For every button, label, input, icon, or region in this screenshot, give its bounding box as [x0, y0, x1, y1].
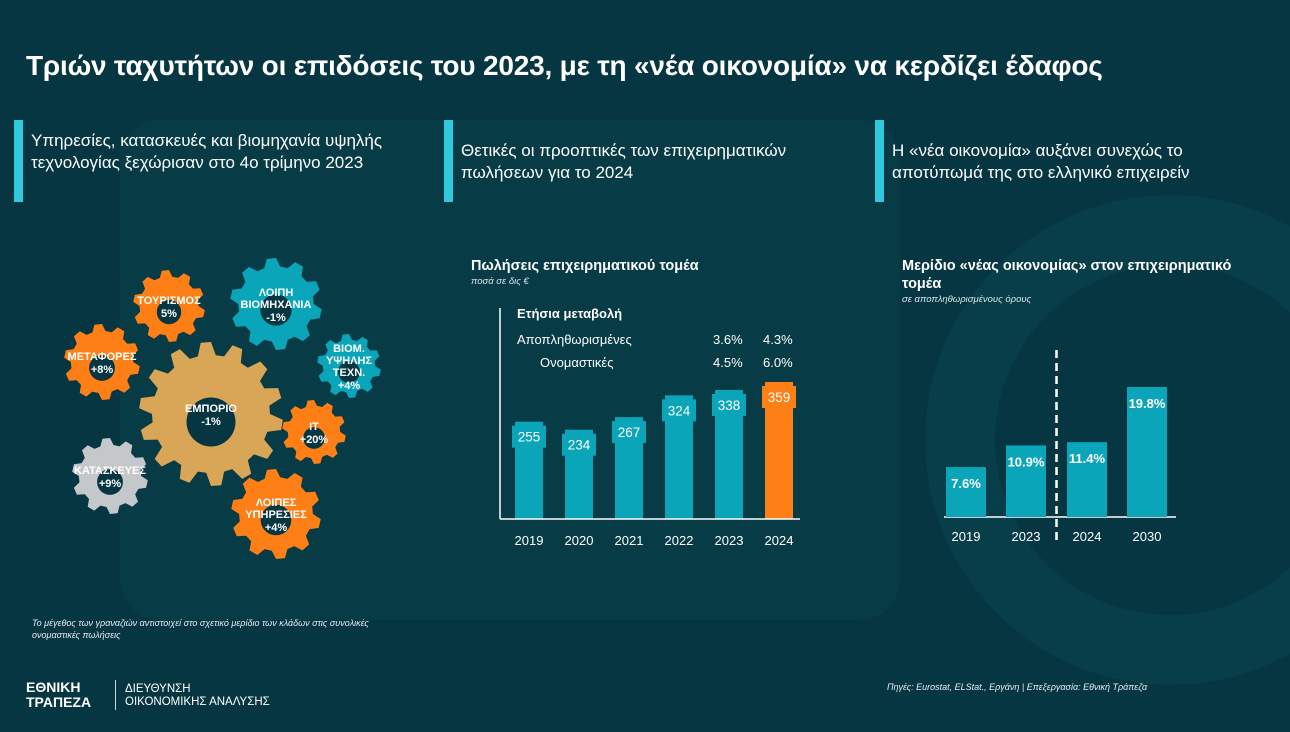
gear-value: +9% — [99, 478, 122, 490]
sales-chart-subtitle: ποσά σε δις € — [471, 276, 529, 287]
logo-divider — [115, 680, 116, 710]
accent-bar — [875, 120, 884, 202]
gear-hub — [186, 397, 236, 447]
gear-label: ΤΕΧΝ. — [333, 367, 365, 379]
gear-label: ΛΟΙΠΗ — [259, 287, 294, 299]
gear-value: -1% — [266, 312, 286, 324]
gear-hub — [260, 504, 292, 536]
source-note: Πηγές: Eurostat, ELStat., Εργάνη | Επεξε… — [887, 682, 1148, 692]
gears-footnote: Το μέγεθος των γραναζιών αντιστοιχεί στο… — [32, 618, 369, 640]
gear-label: ΛΟΙΠΕΣ — [256, 497, 297, 509]
gear-7: ΚΑΤΑΣΚΕΥΕΣ+9% — [72, 438, 148, 514]
gear-1: ΕΜΠΟΡΙΟ-1% — [139, 342, 283, 486]
gear-value: +4% — [265, 522, 288, 534]
sector-gears-infographic: ΕΜΠΟΡΙΟ-1%ΛΟΙΠΗΒΙΟΜΗΧΑΝΙΑ-1%ΤΟΥΡΙΣΜΟΣ5%Μ… — [64, 258, 381, 559]
panel-heading-text: Θετικές οι προοπτικές των επιχειρηματικώ… — [461, 141, 787, 182]
gear-4: ΜΕΤΑΦΟΡΕΣ+8% — [64, 324, 140, 400]
gear-value: +4% — [338, 380, 361, 392]
department-line-1: ΔΙΕΥΘΥΝΣΗ — [125, 683, 191, 695]
gear-label: ΤΟΥΡΙΣΜΟΣ — [137, 295, 201, 307]
gear-hub — [303, 427, 325, 449]
gear-label: ΒΙΟΜΗΧΑΝΙΑ — [241, 299, 312, 311]
gear-6: IT+20% — [282, 400, 346, 464]
department-line-2: ΟΙΚΟΝΟΜΙΚΗΣ ΑΝΑΛΥΣΗΣ — [125, 696, 270, 708]
gear-hub — [156, 299, 182, 325]
accent-bar — [14, 120, 23, 202]
gear-label: ΒΙΟΜ. — [333, 343, 365, 355]
department-name: ΔΙΕΥΘΥΝΣΗ ΟΙΚΟΝΟΜΙΚΗΣ ΑΝΑΛΥΣΗΣ — [125, 683, 270, 709]
gear-hub — [97, 469, 123, 495]
gear-label: ΥΠΗΡΕΣΙΕΣ — [245, 509, 307, 521]
bank-logo: ΕΘΝΙΚΗ ΤΡΑΠΕΖΑ — [26, 680, 91, 710]
gear-label: ΚΑΤΑΣΚΕΥΕΣ — [74, 465, 146, 477]
page-title: Τριών ταχυτήτων οι επιδόσεις του 2023, μ… — [26, 50, 1103, 81]
gear-value: 5% — [161, 308, 177, 320]
gear-label: IT — [309, 421, 319, 433]
gear-hub — [338, 361, 360, 383]
share-chart-subtitle: σε αποπληθωρισμένους όρους — [902, 294, 1032, 305]
accent-bar — [444, 120, 453, 202]
gear-value: +8% — [91, 364, 114, 376]
gear-hub — [89, 355, 115, 381]
panel-heading-text: Η «νέα οικονομία» αυξάνει συνεχώς το απο… — [892, 141, 1190, 182]
gear-hub — [260, 294, 292, 326]
gear-label: ΜΕΤΑΦΟΡΕΣ — [68, 351, 137, 363]
logo-line-2: ΤΡΑΠΕΖΑ — [26, 694, 92, 710]
gear-value: -1% — [201, 416, 221, 428]
logo-line-1: ΕΘΝΙΚΗ — [26, 679, 81, 695]
share-chart-title: Μερίδιο «νέας οικονομίας» στον επιχειρημ… — [902, 258, 1232, 292]
sales-chart-title: Πωλήσεις επιχειρηματικού τομέα — [471, 258, 699, 274]
gear-value: +20% — [300, 434, 329, 446]
gear-label: ΥΨΗΛΗΣ — [326, 355, 372, 367]
panel-heading-text: Υπηρεσίες, κατασκευές και βιομηχανία υψη… — [31, 131, 383, 172]
gear-label: ΕΜΠΟΡΙΟ — [185, 403, 237, 415]
